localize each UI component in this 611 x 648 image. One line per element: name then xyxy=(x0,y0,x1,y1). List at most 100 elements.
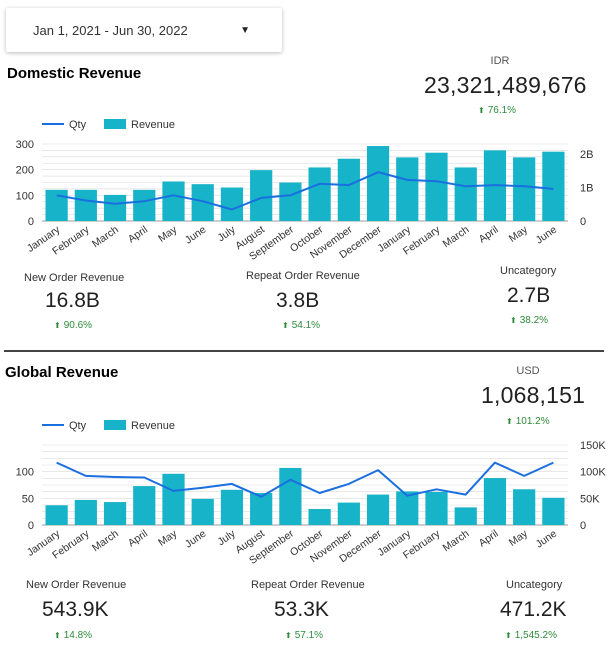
x-tick-label: April xyxy=(126,224,150,246)
domestic-new-order-label: New Order Revenue xyxy=(24,272,125,284)
up-arrow-icon: ⬆ xyxy=(506,417,513,426)
revenue-bar xyxy=(425,491,448,525)
revenue-bar xyxy=(191,498,214,525)
legend-label-revenue: Revenue xyxy=(131,119,175,131)
revenue-bar xyxy=(220,187,244,221)
chart-gridlines xyxy=(42,143,568,215)
revenue-bar xyxy=(513,489,536,525)
revenue-bar xyxy=(220,489,244,525)
revenue-bar xyxy=(454,167,477,221)
revenue-bar xyxy=(396,157,419,221)
y-left-tick-label: 100 xyxy=(16,190,34,202)
chart-legend: Qty Revenue xyxy=(42,420,175,432)
revenue-bar xyxy=(308,509,331,525)
legend-label-qty: Qty xyxy=(69,420,87,432)
revenue-bar xyxy=(162,473,185,525)
global-section-title: Global Revenue xyxy=(5,364,119,381)
x-tick-label: May xyxy=(507,223,531,245)
domestic-repeat-order-change: ⬆ 54.1% xyxy=(282,320,321,331)
revenue-bar xyxy=(45,505,68,525)
revenue-bar xyxy=(103,502,127,525)
x-tick-label: June xyxy=(534,528,560,551)
x-tick-label: April xyxy=(126,528,150,550)
revenue-bar xyxy=(308,167,331,221)
revenue-bar xyxy=(103,194,127,221)
revenue-bars xyxy=(45,467,565,525)
domestic-uncategory-label: Uncategory xyxy=(500,265,557,277)
chart-legend: Qty Revenue xyxy=(42,119,175,131)
revenue-bar xyxy=(337,158,360,221)
domestic-repeat-order-label: Repeat Order Revenue xyxy=(246,270,360,282)
y-left-tick-label: 0 xyxy=(28,216,34,228)
global-new-order-change: ⬆ 14.8% xyxy=(54,630,93,641)
revenue-bar xyxy=(513,157,536,221)
revenue-bars xyxy=(45,146,565,221)
global-repeat-order-change: ⬆ 57.1% xyxy=(285,630,324,641)
y-left-tick-label: 0 xyxy=(28,520,34,532)
qty-line xyxy=(56,461,554,498)
section-divider xyxy=(4,350,604,352)
revenue-bar xyxy=(279,182,302,221)
revenue-bar xyxy=(366,146,390,221)
y-right-tick-label: 50K xyxy=(580,493,600,505)
global-repeat-order-value: 53.3K xyxy=(274,598,329,621)
qty-line xyxy=(56,171,554,211)
y-right-tick-label: 0 xyxy=(580,520,586,532)
revenue-bar xyxy=(45,189,68,221)
chart-gridlines xyxy=(42,444,568,519)
up-arrow-icon: ⬆ xyxy=(54,631,61,640)
y-left-tick-label: 50 xyxy=(22,493,34,505)
domestic-currency-label: IDR xyxy=(490,55,510,67)
up-arrow-icon: ⬆ xyxy=(478,106,485,115)
revenue-bar xyxy=(483,478,507,525)
revenue-bar xyxy=(74,189,97,221)
revenue-bar xyxy=(542,497,565,525)
global-total-value: 1,068,151 xyxy=(481,382,586,408)
y-left-tick-label: 100 xyxy=(16,467,34,479)
global-revenue-chart: Qty Revenue050100050K100K150KJanuaryFebru… xyxy=(16,420,606,567)
revenue-bar xyxy=(162,181,185,221)
domestic-new-order-value: 16.8B xyxy=(45,289,100,312)
revenue-bar xyxy=(133,486,156,525)
y-right-tick-label: 100K xyxy=(580,467,606,479)
domestic-section-title: Domestic Revenue xyxy=(7,65,142,82)
up-arrow-icon: ⬆ xyxy=(505,631,512,640)
y-right-tick-label: 1B xyxy=(580,183,593,195)
domestic-new-order-change: ⬆ 90.6% xyxy=(54,320,93,331)
x-tick-label: June xyxy=(183,224,209,247)
revenue-bar xyxy=(74,499,97,525)
up-arrow-icon: ⬆ xyxy=(54,321,61,330)
y-left-tick-label: 200 xyxy=(16,165,34,177)
legend-label-revenue: Revenue xyxy=(131,420,175,432)
x-tick-label: March xyxy=(90,528,121,555)
revenue-bar xyxy=(396,491,419,525)
date-range-label: Jan 1, 2021 - Jun 30, 2022 xyxy=(33,22,188,38)
x-tick-label: May xyxy=(156,527,180,549)
x-tick-label: March xyxy=(441,224,472,251)
revenue-bar xyxy=(542,151,565,221)
global-uncategory-label: Uncategory xyxy=(506,579,563,591)
global-total-change: ⬆ 101.2% xyxy=(506,416,550,427)
y-left-tick-label: 300 xyxy=(16,139,34,151)
date-range-picker[interactable]: Jan 1, 2021 - Jun 30, 2022 ▼ xyxy=(6,8,282,52)
dropdown-caret-icon: ▼ xyxy=(240,24,250,36)
revenue-bar xyxy=(191,184,214,221)
revenue-bar xyxy=(133,189,156,221)
revenue-bar xyxy=(279,467,302,525)
x-tick-label: April xyxy=(477,528,501,550)
legend-bar-swatch xyxy=(104,119,126,129)
revenue-bar xyxy=(425,152,448,221)
up-arrow-icon: ⬆ xyxy=(285,631,292,640)
global-currency-label: USD xyxy=(516,365,540,377)
revenue-bar xyxy=(250,493,273,525)
x-tick-label: June xyxy=(534,224,560,247)
x-tick-label: April xyxy=(477,224,501,246)
global-repeat-order-label: Repeat Order Revenue xyxy=(251,579,365,591)
x-tick-label: March xyxy=(441,528,472,555)
y-right-tick-label: 2B xyxy=(580,149,593,161)
revenue-bar xyxy=(366,494,390,525)
revenue-bar xyxy=(250,170,273,221)
global-new-order-value: 543.9K xyxy=(42,598,109,621)
domestic-revenue-chart: Qty Revenue010020030001B2BJanuaryFebruary… xyxy=(16,119,593,263)
x-tick-label: May xyxy=(507,527,531,549)
